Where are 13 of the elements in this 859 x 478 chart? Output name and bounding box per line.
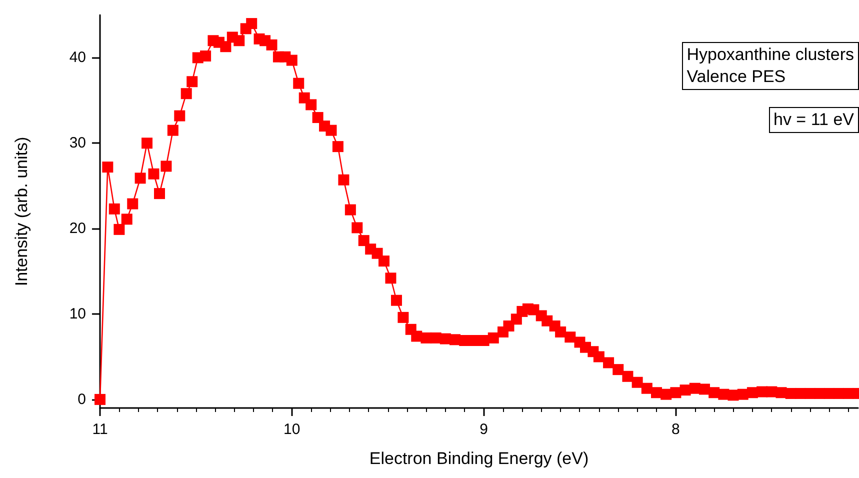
x-tick-label: 11 — [92, 421, 108, 438]
y-tick-label: 20 — [69, 220, 86, 238]
x-tick-label: 9 — [480, 421, 488, 438]
y-axis-title: Intensity (arb. units) — [12, 136, 31, 286]
y-tick-label: 10 — [69, 306, 86, 323]
y-tick-label: 0 — [78, 390, 86, 408]
y-tick-label: 40 — [69, 49, 86, 66]
x-tick-label: 10 — [284, 421, 300, 438]
annotation: hv = 11 eV — [768, 107, 859, 133]
y-tick-label: 30 — [69, 134, 86, 152]
x-tick-label: 8 — [672, 421, 680, 438]
x-axis-title: Electron Binding Energy (eV) — [369, 449, 589, 468]
annotation: Hypoxanthine clusters Valence PES — [682, 42, 859, 90]
